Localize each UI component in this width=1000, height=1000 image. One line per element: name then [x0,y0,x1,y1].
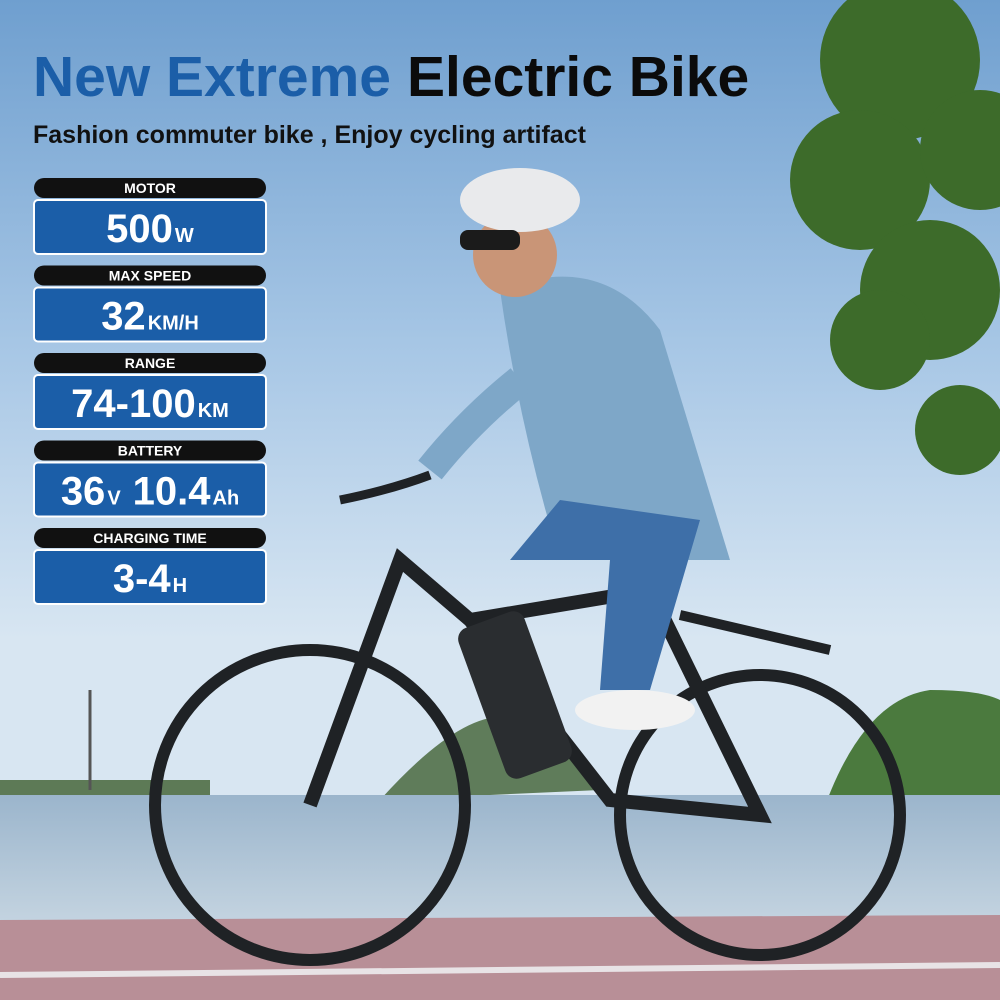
title-blue: New Extreme [33,45,391,109]
spec-value-bg [33,461,267,518]
spec-list: MOTOR 500 W MAX SPEED 32 KM/H RANGE 74-100 KM BAT… [33,178,267,605]
spec-value-bg [33,199,267,255]
spec-unit: KM/H [148,313,199,335]
spec-label: RANGE [125,355,176,371]
spec-label: MOTOR [124,180,176,196]
spec-label: BATTERY [118,443,183,459]
spec-number: 32 [101,295,146,339]
spec-number: 3-4 [113,557,172,601]
bike [149,470,906,966]
spec-label-bg [34,440,266,461]
spec-value-bg [33,549,267,605]
spec-value-bg [33,286,267,343]
spec-value: 3-4 H [113,557,187,601]
spec-label-bg [34,265,266,286]
spec-value: 36 V 10.4 Ah [61,470,239,514]
spec-number: 74-100 [71,382,196,426]
spec-label: CHARGING TIME [93,530,207,546]
spec-number: 36 [61,470,106,514]
spec-label-bg [34,528,266,548]
title-black: Electric Bike [407,45,749,109]
title: New Extreme Electric Bike [33,45,749,109]
spec-label-bg [34,353,266,373]
spec-number: 500 [106,207,173,251]
spec-number: 10.4 [133,470,212,514]
spec-unit: W [175,225,194,247]
spec-value-bg [33,374,267,430]
spec-value: 500 W [106,207,194,251]
subtitle: Fashion commuter bike , Enjoy cycling ar… [33,121,587,149]
spec-value: 32 KM/H [101,295,199,339]
spec-unit: H [173,575,187,597]
spec-label-bg [34,178,266,198]
spec-unit: Ah [213,488,240,510]
rider [418,168,730,730]
spec-value: 74-100 KM [71,382,229,426]
spec-unit: V [107,488,121,510]
spec-label: MAX SPEED [109,268,191,284]
spec-unit: KM [198,400,229,422]
